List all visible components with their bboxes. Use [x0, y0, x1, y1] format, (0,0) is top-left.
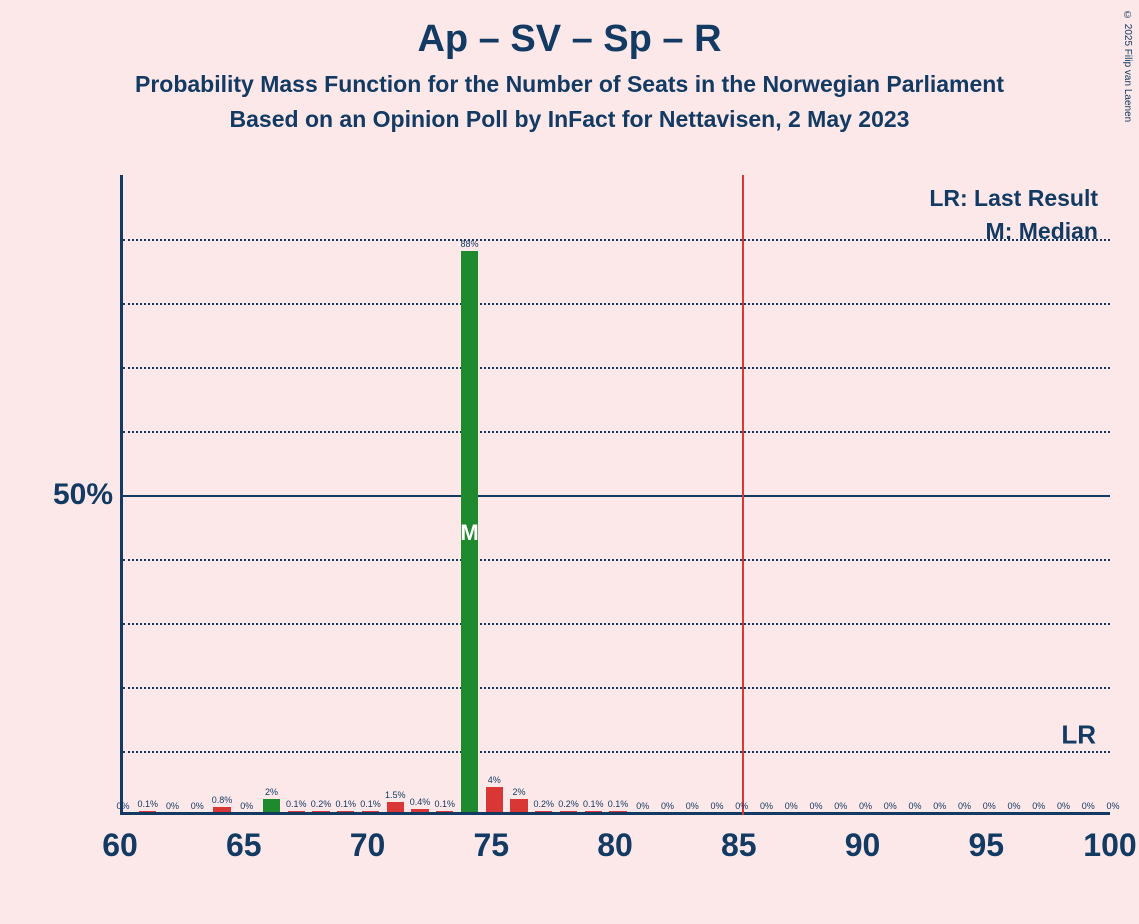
bar: 88% [461, 251, 478, 812]
bar-value-label: 0.2% [533, 799, 554, 809]
y-axis-label-50: 50% [43, 478, 113, 512]
bar-zero-label: 0% [884, 801, 897, 811]
bar-zero-label: 0% [661, 801, 674, 811]
bar-zero-label: 0% [636, 801, 649, 811]
legend-lr: LR: Last Result [929, 185, 1098, 212]
bar: 0.1% [288, 811, 305, 812]
bar-zero-label: 0% [166, 801, 179, 811]
bar-value-label: 2% [512, 787, 525, 797]
bar: 0.8% [213, 807, 230, 812]
bar-zero-label: 0% [240, 801, 253, 811]
bar: 0.2% [560, 811, 577, 812]
bar: 0.1% [585, 811, 602, 812]
bar-value-label: 0.1% [434, 799, 455, 809]
x-tick-label: 65 [226, 827, 262, 864]
bar-value-label: 0.1% [335, 799, 356, 809]
bar-value-label: 0.1% [583, 799, 604, 809]
bar-value-label: 88% [460, 239, 478, 249]
bar-zero-label: 0% [908, 801, 921, 811]
x-tick-label: 85 [721, 827, 757, 864]
bar-zero-label: 0% [933, 801, 946, 811]
bar-value-label: 0.8% [212, 795, 233, 805]
gridline [123, 367, 1110, 369]
plot-region: LR: Last Result M: Median 50%LR0%0.1%0%0… [120, 175, 1110, 815]
bar-zero-label: 0% [191, 801, 204, 811]
bar-zero-label: 0% [735, 801, 748, 811]
last-result-label: LR [1061, 720, 1096, 751]
bar-zero-label: 0% [710, 801, 723, 811]
bar-value-label: 2% [265, 787, 278, 797]
gridline [123, 687, 1110, 689]
gridline [123, 751, 1110, 753]
gridline [123, 431, 1110, 433]
bar: 0.1% [436, 811, 453, 812]
x-tick-label: 95 [968, 827, 1004, 864]
bar: 0.2% [535, 811, 552, 812]
gridline [123, 239, 1110, 241]
x-tick-label: 75 [473, 827, 509, 864]
bar: 2% [510, 799, 527, 812]
chart-area: LR: Last Result M: Median 50% LR 0% 0.1% 0% 0… [40, 175, 1120, 905]
bar-zero-label: 0% [760, 801, 773, 811]
x-tick-label: 60 [102, 827, 138, 864]
title-block: Ap – SV – Sp – R Probability Mass Functi… [0, 0, 1139, 133]
gridline [123, 495, 1110, 497]
bar-zero-label: 0% [859, 801, 872, 811]
chart-subtitle-1: Probability Mass Function for the Number… [0, 71, 1139, 98]
legend-block: LR: Last Result M: Median [929, 185, 1098, 251]
bar-zero-label: 0% [686, 801, 699, 811]
bar: 2% [263, 799, 280, 812]
bar: 0.1% [337, 811, 354, 812]
bar-value-label: 0.2% [558, 799, 579, 809]
gridline [123, 303, 1110, 305]
bar-zero-label: 0% [958, 801, 971, 811]
bar: 0.4% [411, 809, 428, 812]
bar-value-label: 0.1% [286, 799, 307, 809]
bar-value-label: 4% [488, 775, 501, 785]
bar-zero-label: 0% [983, 801, 996, 811]
bar-zero-label: 0% [785, 801, 798, 811]
bar: 4% [486, 787, 503, 812]
gridline [123, 559, 1110, 561]
bar-zero-label: 0% [116, 801, 129, 811]
x-tick-label: 90 [845, 827, 881, 864]
x-tick-label: 80 [597, 827, 633, 864]
bar-zero-label: 0% [1032, 801, 1045, 811]
bar-zero-label: 0% [1106, 801, 1119, 811]
bar: 0.1% [362, 811, 379, 812]
bar: 0.2% [312, 811, 329, 812]
x-tick-label: 70 [350, 827, 386, 864]
copyright-text: © 2025 Filip van Laenen [1122, 10, 1133, 122]
bar: 1.5% [387, 802, 404, 812]
bar-value-label: 0.1% [137, 799, 158, 809]
chart-subtitle-2: Based on an Opinion Poll by InFact for N… [0, 106, 1139, 133]
bar: 0.1% [609, 811, 626, 812]
bar-value-label: 0.1% [608, 799, 629, 809]
bar-zero-label: 0% [809, 801, 822, 811]
bar-zero-label: 0% [1057, 801, 1070, 811]
bar-zero-label: 0% [1007, 801, 1020, 811]
bar-zero-label: 0% [834, 801, 847, 811]
bar-zero-label: 0% [1082, 801, 1095, 811]
bar-value-label: 0.4% [410, 797, 431, 807]
last-result-line [742, 175, 744, 815]
bar: 0.1% [139, 811, 156, 812]
chart-main-title: Ap – SV – Sp – R [0, 18, 1139, 61]
bar-value-label: 1.5% [385, 790, 406, 800]
bar-value-label: 0.1% [360, 799, 381, 809]
x-tick-label: 100 [1083, 827, 1136, 864]
x-axis-line [123, 812, 1110, 815]
bar-value-label: 0.2% [311, 799, 332, 809]
gridline [123, 623, 1110, 625]
